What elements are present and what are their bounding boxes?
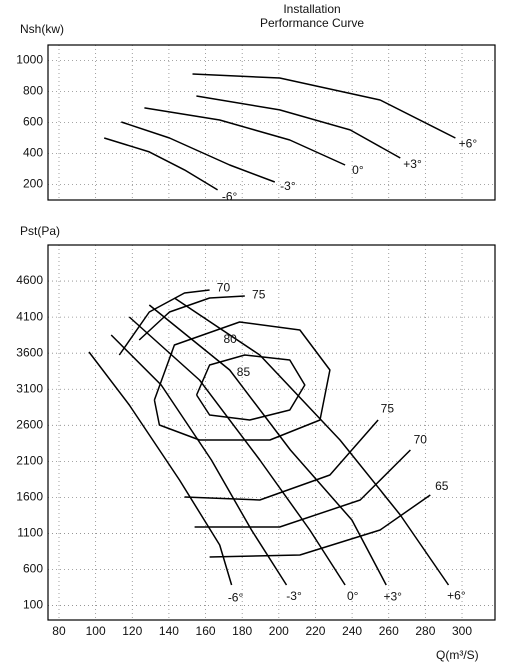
- y-tick-label: 600: [23, 115, 43, 129]
- curve: [173, 297, 450, 586]
- x-tick-label: 240: [342, 624, 362, 638]
- x-tick-label: 260: [379, 624, 399, 638]
- y-tick-label: 1000: [16, 53, 43, 67]
- curve: [196, 95, 401, 159]
- curve: [88, 351, 233, 586]
- curve-label: +6°: [447, 589, 466, 603]
- curve-label: 0°: [352, 163, 364, 177]
- curve-label: 75: [381, 402, 395, 416]
- plot-frame: [47, 44, 496, 201]
- curve: [118, 289, 411, 528]
- x-tick-label: 100: [86, 624, 106, 638]
- curve-label: 75: [252, 287, 266, 301]
- x-tick-label: 300: [452, 624, 472, 638]
- curve-label: -6°: [228, 591, 244, 605]
- curve: [121, 121, 276, 183]
- y-tick-label: 1600: [16, 490, 43, 504]
- y-axis-label: Pst(Pa): [20, 224, 60, 238]
- y-axis-label: Nsh(kw): [20, 22, 64, 36]
- curve: [148, 304, 387, 586]
- x-tick-label: 140: [159, 624, 179, 638]
- y-tick-label: 2100: [16, 454, 43, 468]
- x-tick-label: 120: [122, 624, 142, 638]
- x-tick-label: 280: [415, 624, 435, 638]
- curve: [192, 73, 456, 139]
- y-tick-label: 3600: [16, 345, 43, 359]
- y-tick-label: 100: [23, 598, 43, 612]
- x-tick-label: 220: [305, 624, 325, 638]
- curve-label: 85: [237, 365, 251, 379]
- x-axis-label: Q(m³/S): [436, 648, 479, 662]
- curve: [110, 334, 288, 586]
- x-tick-label: 160: [196, 624, 216, 638]
- title-line: Performance Curve: [260, 16, 364, 30]
- y-tick-label: 3100: [16, 381, 43, 395]
- curve-label: -3°: [280, 179, 296, 193]
- curve: [103, 137, 218, 191]
- x-tick-label: 180: [232, 624, 252, 638]
- x-tick-label: 80: [52, 624, 66, 638]
- curve-label: +6°: [459, 136, 478, 150]
- curve-label: 70: [414, 432, 428, 446]
- y-tick-label: 800: [23, 84, 43, 98]
- y-tick-label: 400: [23, 146, 43, 160]
- plot-frame: [47, 244, 496, 621]
- curve-label: 65: [435, 479, 449, 493]
- curve-label: +3°: [403, 157, 422, 171]
- curve: [209, 494, 431, 558]
- y-tick-label: 600: [23, 562, 43, 576]
- curve: [195, 354, 306, 421]
- y-tick-label: 4100: [16, 309, 43, 323]
- curve: [144, 107, 346, 166]
- curve-label: -3°: [286, 589, 302, 603]
- curve: [138, 295, 379, 501]
- curve-label: 70: [217, 280, 231, 294]
- x-tick-label: 200: [269, 624, 289, 638]
- curve-label: 80: [223, 332, 237, 346]
- title-line: Installation: [283, 2, 340, 16]
- y-tick-label: 1100: [17, 526, 43, 540]
- curve-label: +3°: [383, 590, 402, 604]
- y-tick-label: 200: [23, 177, 43, 191]
- y-tick-label: 2600: [16, 417, 43, 431]
- y-tick-label: 4600: [16, 273, 43, 287]
- curve: [153, 321, 331, 441]
- curve-label: -6°: [222, 189, 238, 203]
- curve-label: 0°: [347, 589, 359, 603]
